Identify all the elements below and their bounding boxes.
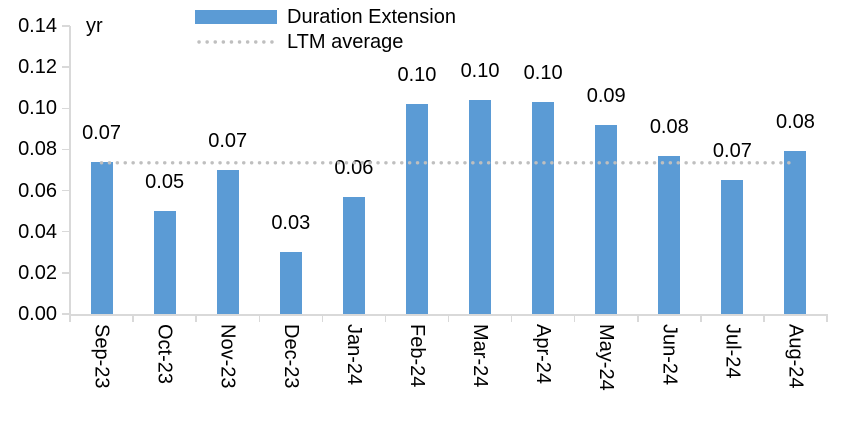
bar-sep-23	[90, 161, 113, 314]
y-tick-label: 0.14	[18, 15, 57, 37]
y-tick-mark	[62, 189, 70, 192]
bar-value-label: 0.03	[271, 212, 311, 235]
x-tick-mark	[510, 314, 513, 322]
x-tick-mark	[826, 314, 828, 322]
y-tick-mark	[62, 230, 70, 233]
bar-mar-24	[469, 100, 492, 314]
x-axis-category-label: Feb-24	[405, 324, 428, 388]
y-tick-label: 0.02	[18, 261, 57, 284]
bar-value-label: 0.08	[775, 111, 815, 134]
y-tick-label: 0.12	[18, 56, 57, 79]
y-tick-mark	[62, 272, 70, 274]
bar-jun-24	[658, 155, 681, 314]
x-tick-mark	[258, 314, 260, 322]
y-tick-label: 0.06	[18, 179, 57, 202]
bar-value-label: 0.09	[586, 84, 626, 107]
x-axis-category-label: Sep-23	[90, 324, 113, 389]
x-axis-category-label: Oct-23	[153, 324, 176, 385]
bar-value-label: 0.07	[712, 140, 752, 163]
bar-may-24	[595, 124, 618, 314]
legend-bar-label: Duration Extension	[287, 6, 456, 28]
y-tick-mark	[62, 66, 70, 68]
bar-value-label: 0.07	[82, 121, 121, 144]
legend-line-label: LTM average	[287, 31, 404, 53]
y-tick-mark	[62, 313, 70, 315]
x-axis-category-label: Dec-23	[279, 324, 302, 389]
x-tick-mark	[69, 314, 71, 322]
bar-nov-23	[216, 170, 239, 314]
legend-item-ltm-average: LTM average	[195, 31, 403, 53]
x-axis-category-label: Jun-24	[658, 324, 681, 386]
bar-value-label: 0.10	[523, 62, 563, 85]
x-tick-mark	[384, 314, 387, 322]
x-tick-mark	[637, 314, 639, 322]
x-axis-category-label: Mar-24	[469, 324, 492, 388]
y-tick-mark	[62, 107, 70, 110]
bar-value-label: 0.07	[208, 130, 248, 152]
legend-dotted-line-icon	[197, 40, 275, 44]
bar-value-label: 0.10	[460, 60, 500, 83]
bar-value-label: 0.08	[649, 115, 689, 138]
y-axis-unit-label: yr	[86, 15, 103, 37]
x-tick-mark	[321, 314, 324, 322]
y-tick-label: 0.04	[18, 220, 57, 243]
legend-item-duration-extension: Duration Extension	[195, 6, 456, 28]
x-axis-category-label: May-24	[595, 324, 618, 391]
bar-value-label: 0.05	[145, 171, 185, 194]
bar-oct-23	[153, 211, 176, 314]
x-axis-category-label: Jul-24	[721, 324, 744, 379]
bar-aug-24	[784, 151, 807, 314]
y-tick-mark	[62, 25, 70, 27]
x-axis-category-label: Aug-24	[784, 324, 807, 389]
y-tick-label: 0.10	[18, 97, 57, 120]
y-tick-mark	[62, 148, 70, 151]
x-axis-category-label: Apr-24	[532, 324, 555, 385]
x-axis-category-label: Jan-24	[342, 324, 365, 386]
bar-feb-24	[405, 104, 428, 314]
x-tick-mark	[447, 314, 450, 322]
x-tick-mark	[132, 314, 134, 322]
x-tick-mark	[573, 314, 576, 322]
y-tick-label: 0.08	[18, 138, 57, 161]
bar-dec-23	[279, 252, 302, 314]
bar-jul-24	[721, 180, 744, 314]
legend-bar-swatch	[195, 10, 277, 24]
bar-jan-24	[342, 196, 365, 314]
y-tick-label: 0.00	[18, 303, 57, 325]
x-tick-mark	[700, 314, 702, 322]
x-axis-category-label: Nov-23	[216, 324, 239, 389]
bar-apr-24	[532, 102, 555, 314]
y-axis-line	[69, 26, 71, 314]
bar-value-label: 0.10	[397, 64, 437, 87]
x-tick-mark	[195, 314, 197, 322]
bar-value-label: 0.06	[334, 156, 374, 179]
x-tick-mark	[763, 314, 765, 322]
